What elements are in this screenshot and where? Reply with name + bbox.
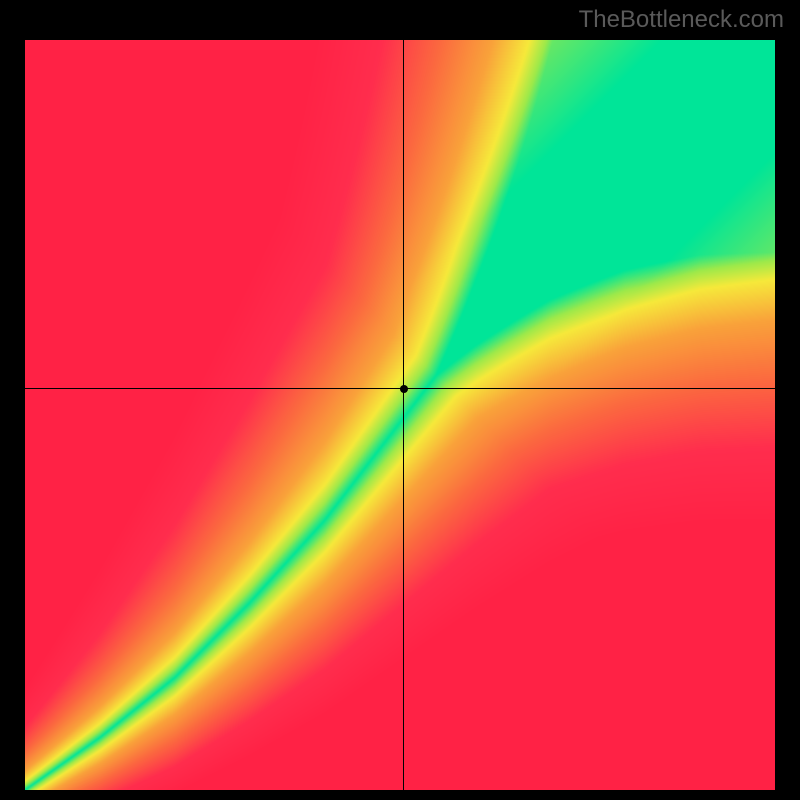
crosshair-marker <box>400 385 408 393</box>
heatmap-canvas <box>25 40 775 790</box>
plot-area <box>25 40 775 790</box>
chart-container: TheBottleneck.com <box>0 0 800 800</box>
crosshair-vertical <box>403 40 404 790</box>
watermark-text: TheBottleneck.com <box>579 6 784 34</box>
